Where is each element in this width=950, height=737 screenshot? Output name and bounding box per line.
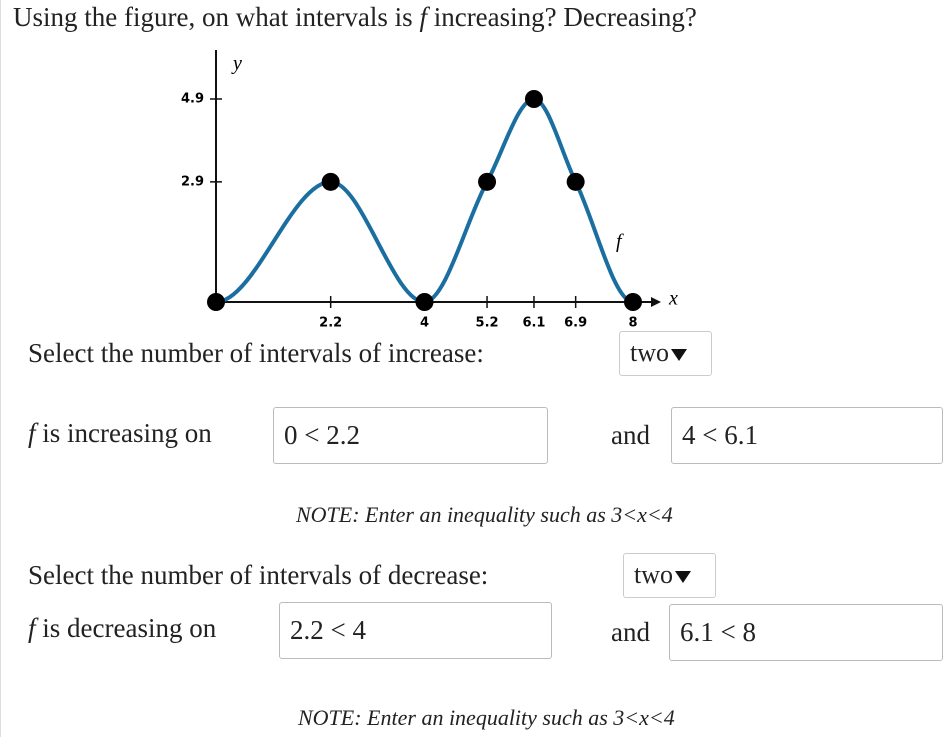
point xyxy=(321,172,340,191)
curve-label: f xyxy=(616,231,624,253)
label-text: is increasing on xyxy=(42,418,212,448)
x-tick-label: 8 xyxy=(628,316,637,331)
increase-prompt: Select the number of intervals of increa… xyxy=(28,338,484,368)
point xyxy=(207,293,225,311)
x-tick-label: 6.9 xyxy=(564,316,587,331)
answer-input[interactable]: 2.2 < 4 xyxy=(279,602,552,659)
note: NOTE: Enter an inequality such as 3<x<4 xyxy=(296,502,673,527)
decrease-dropdown[interactable]: two xyxy=(623,553,716,598)
dropdown-arrow xyxy=(675,571,691,584)
answer-input[interactable]: 0 < 2.2 xyxy=(273,407,548,464)
y-tick-label: 2.9 xyxy=(181,174,204,189)
point xyxy=(566,172,585,191)
x-tick-label: 5.2 xyxy=(476,316,499,331)
increase-dropdown[interactable]: two xyxy=(619,331,712,376)
figure: y x f 2.2 4 5.2 6.1 6.9 8 2.9 4.9 xyxy=(181,50,678,331)
x-axis-arrow xyxy=(651,297,661,307)
dropdown-value: two xyxy=(634,560,673,589)
joiner: and xyxy=(611,617,650,647)
increase-label: f is increasing on xyxy=(28,418,212,449)
x-axis-label: x xyxy=(668,288,678,310)
y-tick-label: 4.9 xyxy=(181,92,204,107)
point xyxy=(478,172,497,191)
question-rest: increasing? Decreasing? xyxy=(433,2,697,32)
curve xyxy=(215,96,634,305)
label-text: is decreasing on xyxy=(42,613,217,643)
point xyxy=(415,293,434,311)
decrease-label: f is decreasing on xyxy=(28,613,216,644)
joiner: and xyxy=(611,420,650,450)
x-tick-label: 6.1 xyxy=(522,316,545,331)
dropdown-arrow xyxy=(671,349,687,362)
note: NOTE: Enter an inequality such as 3<x<4 xyxy=(298,705,675,730)
label-variable: f xyxy=(28,613,36,643)
point xyxy=(524,90,543,108)
x-tick-label: 2.2 xyxy=(319,316,342,331)
question: Using the figure, on what intervals is f… xyxy=(13,2,697,33)
label-variable: f xyxy=(28,418,36,448)
decrease-prompt: Select the number of intervals of decrea… xyxy=(28,560,489,590)
answer-input[interactable]: 4 < 6.1 xyxy=(671,407,943,464)
point xyxy=(624,293,642,311)
question-variable: f xyxy=(419,2,427,32)
y-axis-label: y xyxy=(231,53,242,75)
answer-input[interactable]: 6.1 < 8 xyxy=(669,604,943,661)
x-tick-label: 4 xyxy=(420,316,429,331)
question-lead: Using the figure, on what intervals is xyxy=(13,2,413,32)
dropdown-value: two xyxy=(630,338,669,367)
